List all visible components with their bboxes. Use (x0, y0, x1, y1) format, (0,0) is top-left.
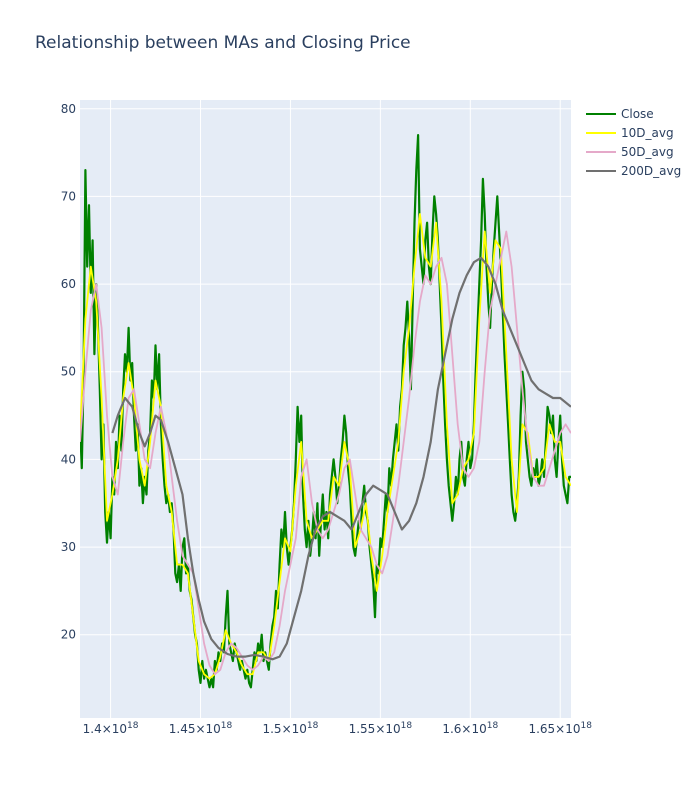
x-tick-label: 1.4×1018 (83, 721, 139, 736)
x-tick-label: 1.45×1018 (169, 721, 233, 736)
legend-label: 50D_avg (621, 145, 674, 159)
legend-label: 10D_avg (621, 126, 674, 140)
y-tick-label: 80 (61, 102, 76, 116)
legend-label: 200D_avg (621, 164, 681, 178)
y-tick-label: 70 (61, 189, 76, 203)
x-tick-label: 1.6×1018 (442, 721, 498, 736)
x-tick-label: 1.55×1018 (349, 721, 413, 736)
y-tick-label: 50 (61, 365, 76, 379)
series-line-200d-avg (111, 256, 571, 661)
y-tick-label: 20 (61, 628, 76, 642)
y-tick-label: 60 (61, 277, 76, 291)
legend-label: Close (621, 107, 654, 121)
y-tick-label: 30 (61, 540, 76, 554)
series-line-50d-avg (80, 230, 571, 676)
chart-title: Relationship between MAs and Closing Pri… (35, 33, 411, 53)
x-tick-label: 1.65×1018 (528, 721, 592, 736)
x-tick-label: 1.5×1018 (262, 721, 318, 736)
y-tick-label: 40 (61, 452, 76, 466)
